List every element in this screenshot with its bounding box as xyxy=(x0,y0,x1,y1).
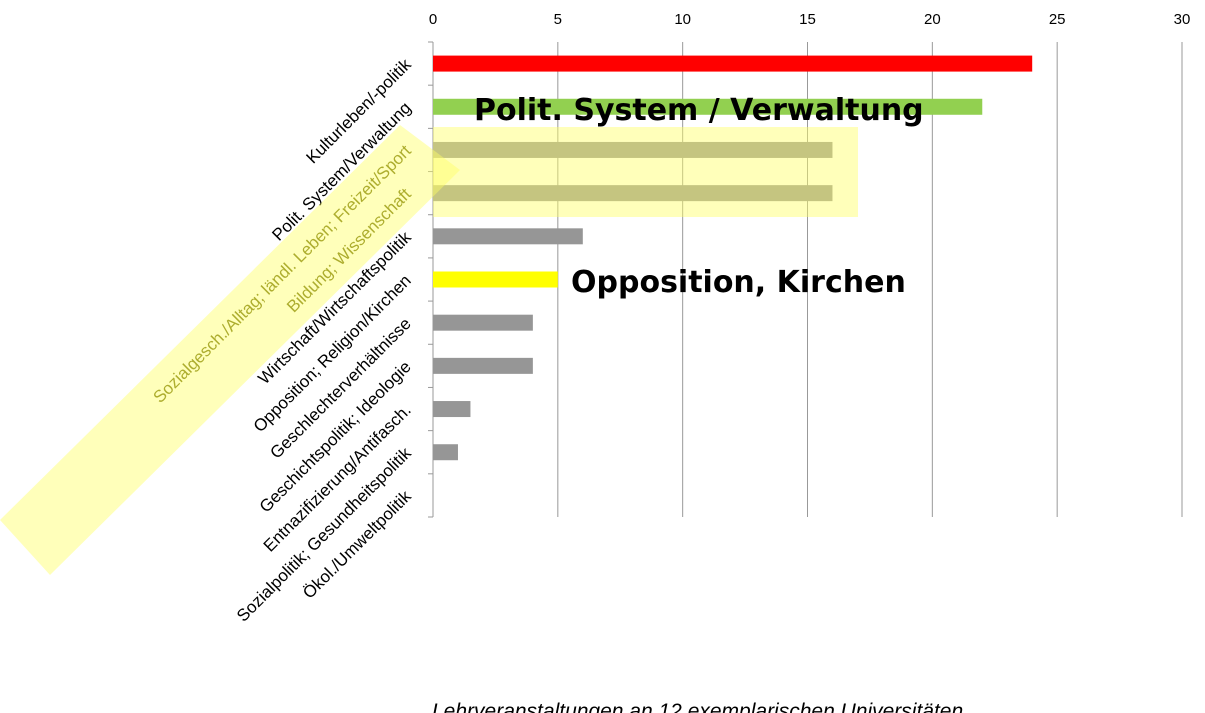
highlight-arrow xyxy=(0,125,460,575)
bar xyxy=(433,55,1033,72)
x-tick-label: 15 xyxy=(799,11,816,28)
bar xyxy=(433,271,558,288)
highlight-box xyxy=(433,127,858,217)
annotation: Opposition, Kirchen xyxy=(571,265,906,300)
x-tick-label: 10 xyxy=(674,11,691,28)
y-tick-label: Sozialpolitik; Gesundheitspolitik xyxy=(233,443,415,625)
x-tick-label: 30 xyxy=(1174,11,1191,28)
bar xyxy=(433,228,583,245)
x-tick-label: 25 xyxy=(1049,11,1066,28)
x-tick-label: 0 xyxy=(429,11,437,28)
bar xyxy=(433,401,471,418)
bar xyxy=(433,141,833,158)
bar xyxy=(433,98,983,115)
x-tick-label: 5 xyxy=(554,11,562,28)
caption: Lehrveranstaltungen an 12 exemplarischen… xyxy=(432,700,963,713)
x-tick-label: 20 xyxy=(924,11,941,28)
annotation: Polit. System / Verwaltung xyxy=(474,93,924,128)
bar xyxy=(433,444,458,461)
bar xyxy=(433,357,533,374)
bar xyxy=(433,314,533,331)
bar xyxy=(433,185,833,202)
